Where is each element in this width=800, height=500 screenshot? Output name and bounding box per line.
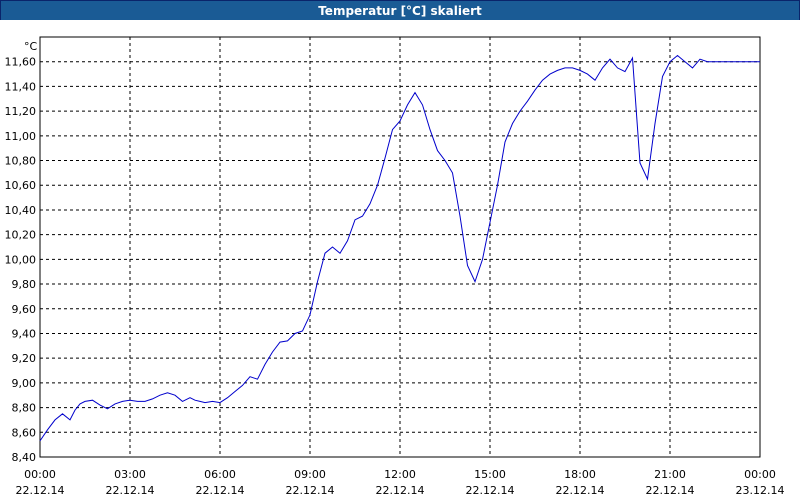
y-tick-label: 10,00 [5, 253, 37, 266]
temperature-series-line [39, 54, 760, 442]
x-tick-time-label: 06:00 [204, 468, 236, 481]
y-tick-label: 9,20 [12, 352, 37, 365]
x-tick-date-label: 22.12.14 [466, 484, 515, 497]
x-tick-date-label: 22.12.14 [556, 484, 605, 497]
x-tick-date-label: 22.12.14 [106, 484, 155, 497]
x-tick-date-label: 22.12.14 [646, 484, 695, 497]
x-tick-time-label: 00:00 [24, 468, 56, 481]
x-tick-time-label: 09:00 [294, 468, 326, 481]
x-tick-date-label: 22.12.14 [16, 484, 65, 497]
y-tick-label: 10,80 [5, 155, 37, 168]
x-tick-date-label: 22.12.14 [286, 484, 335, 497]
y-tick-label: 9,40 [12, 327, 37, 340]
y-tick-label: 11,60 [5, 56, 37, 69]
y-tick-label: 11,00 [5, 130, 37, 143]
x-tick-time-label: 15:00 [474, 468, 506, 481]
y-axis-unit: °C [24, 40, 38, 53]
temperature-chart: °C 8,40 8,60 8,80 9,00 9,20 9,40 9,60 9,80 10,00… [0, 20, 800, 500]
plot-frame [39, 36, 761, 458]
y-tick-label: 10,20 [5, 229, 37, 242]
y-tick-label: 9,60 [12, 303, 37, 316]
x-tick-time-label: 18:00 [564, 468, 596, 481]
x-tick-date-label: 23.12.14 [736, 484, 785, 497]
x-tick-date-label: 22.12.14 [196, 484, 245, 497]
x-tick-time-label: 12:00 [384, 468, 416, 481]
x-tick-time-label: 21:00 [654, 468, 686, 481]
y-tick-label: 10,40 [5, 204, 37, 217]
y-tick-label: 10,60 [5, 179, 37, 192]
x-tick-date-label: 22.12.14 [376, 484, 425, 497]
x-tick-time-label: 00:00 [744, 468, 776, 481]
y-tick-label: 8,40 [12, 451, 37, 464]
y-tick-label: 8,60 [12, 426, 37, 439]
y-tick-label: 9,80 [12, 278, 37, 291]
y-tick-label: 11,20 [5, 105, 37, 118]
chart-title: Temperatur [°C] skaliert [1, 1, 799, 21]
y-tick-label: 8,80 [12, 402, 37, 415]
x-tick-time-label: 03:00 [114, 468, 146, 481]
y-tick-label: 9,00 [12, 377, 37, 390]
y-tick-label: 11,40 [5, 80, 37, 93]
